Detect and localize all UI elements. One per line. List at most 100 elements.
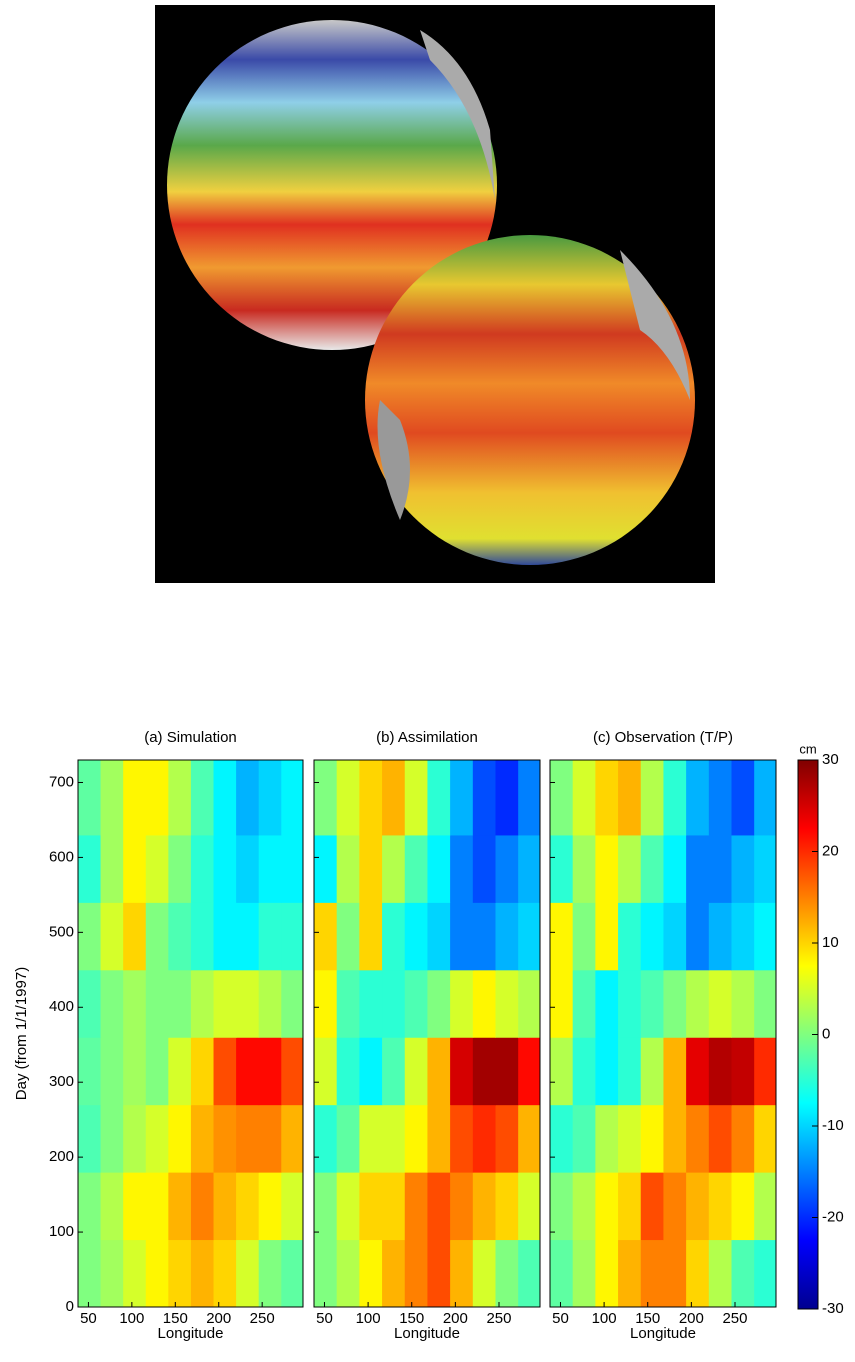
colorbar-tick-label: -20 — [822, 1208, 844, 1225]
heat-cell — [404, 1172, 428, 1241]
heat-cell — [100, 834, 124, 903]
heat-cell — [78, 902, 102, 971]
heat-cell — [495, 1172, 519, 1241]
colorbar-tick-label: 30 — [822, 751, 839, 768]
heat-cell — [572, 760, 596, 836]
y-tick-label: 600 — [49, 848, 74, 865]
heat-cell — [640, 1037, 664, 1106]
heat-cell — [663, 902, 687, 971]
x-tick-label: 150 — [635, 1310, 660, 1327]
heat-cell — [145, 1239, 169, 1308]
heat-cell — [123, 1239, 147, 1308]
colorbar-tick-label: 20 — [822, 842, 839, 859]
heat-cell — [168, 902, 192, 971]
heat-cell — [572, 969, 596, 1038]
heat-cell — [404, 834, 428, 903]
heat-cell — [78, 1037, 102, 1106]
heat-cell — [754, 1239, 777, 1308]
heat-cell — [168, 1104, 192, 1173]
heat-cell — [640, 902, 664, 971]
heat-cell — [281, 760, 304, 836]
heat-cell — [359, 1172, 383, 1241]
heat-cell — [404, 1104, 428, 1173]
heat-cell — [78, 834, 102, 903]
heat-cell — [731, 1239, 755, 1308]
heat-cell — [495, 969, 519, 1038]
heat-cell — [213, 1239, 237, 1308]
x-tick-label: 50 — [552, 1310, 569, 1327]
heat-cell — [472, 902, 496, 971]
x-tick-label: 100 — [356, 1310, 381, 1327]
heat-cell — [236, 1172, 260, 1241]
y-tick-label: 700 — [49, 773, 74, 790]
heat-cell — [427, 902, 451, 971]
heat-cell — [258, 834, 282, 903]
x-axis-label: Longitude — [158, 1325, 224, 1342]
heat-cell — [754, 760, 777, 836]
heat-cell — [281, 1172, 304, 1241]
colorbar-tick-label: -30 — [822, 1300, 844, 1317]
heat-cell — [190, 902, 215, 971]
heat-cell — [663, 1172, 687, 1241]
heat-cell — [754, 1037, 777, 1106]
colorbar-tick-label: -10 — [822, 1117, 844, 1134]
y-tick-label: 400 — [49, 998, 74, 1015]
heat-cell — [472, 1037, 496, 1106]
heat-cell — [314, 969, 338, 1038]
heat-cell — [518, 1239, 541, 1308]
heat-cell — [518, 902, 541, 971]
heat-cell — [314, 1104, 338, 1173]
heat-cell — [236, 969, 260, 1038]
heat-cell — [168, 1239, 192, 1308]
heat-cell — [427, 760, 451, 836]
heat-cell — [550, 969, 574, 1038]
heat-cell — [640, 1104, 664, 1173]
heat-cell — [145, 1037, 169, 1106]
heat-cell — [100, 1239, 124, 1308]
heat-cell — [731, 1104, 755, 1173]
heat-cell — [495, 1104, 519, 1173]
panel-title: (b) Assimilation — [376, 729, 478, 746]
heat-cell — [518, 1037, 541, 1106]
heat-cell — [100, 902, 124, 971]
colorbar-tick-label: 0 — [822, 1025, 830, 1042]
heat-cell — [640, 834, 664, 903]
globe-image — [155, 5, 715, 583]
x-axis-label: Longitude — [630, 1325, 696, 1342]
heat-cell — [472, 969, 496, 1038]
heat-cell — [258, 902, 282, 971]
heat-cell — [550, 834, 574, 903]
heat-cell — [382, 1239, 406, 1308]
heat-cell — [100, 1172, 124, 1241]
heat-cell — [190, 760, 215, 836]
heat-cell — [708, 834, 732, 903]
heat-cell — [168, 760, 192, 836]
heat-cell — [472, 760, 496, 836]
heat-cell — [450, 969, 474, 1038]
heat-cell — [236, 1104, 260, 1173]
heat-cell — [495, 1239, 519, 1308]
heat-cell — [359, 902, 383, 971]
heat-cell — [754, 1104, 777, 1173]
heat-cell — [145, 760, 169, 836]
heat-cell — [427, 1172, 451, 1241]
heat-cell — [518, 834, 541, 903]
heat-cell — [618, 1239, 642, 1308]
heat-cell — [708, 902, 732, 971]
heat-cell — [258, 760, 282, 836]
heat-cell — [123, 902, 147, 971]
plot-frame — [77, 759, 304, 1308]
x-tick-label: 200 — [679, 1310, 704, 1327]
heat-cell — [640, 1172, 664, 1241]
heat-cell — [427, 834, 451, 903]
heat-cell — [359, 1239, 383, 1308]
heat-cell — [686, 834, 710, 903]
heat-cell — [618, 834, 642, 903]
heat-cell — [145, 969, 169, 1038]
heat-cell — [359, 834, 383, 903]
heat-cell — [258, 969, 282, 1038]
heat-cell — [754, 969, 777, 1038]
panel-title: (a) Simulation — [144, 729, 237, 746]
heat-cell — [168, 969, 192, 1038]
heat-cell — [145, 1104, 169, 1173]
